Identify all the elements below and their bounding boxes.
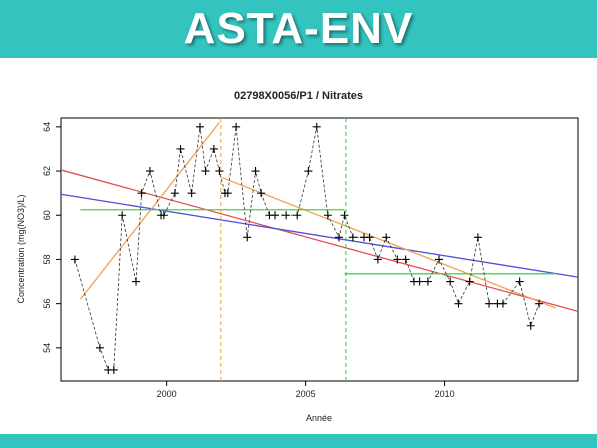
data-point [109,365,118,374]
x-axis-label: Année [306,413,332,423]
trend-line [60,193,579,278]
chart-container: 02798X0056/P1 / Nitrates 2000 2005 2010 54 5… [0,58,597,434]
plot-frame [60,117,579,382]
data-point [382,233,391,242]
y-tick-label: 60 [42,210,52,220]
footer-bar [0,434,597,448]
y-axis-label: Concentration (mg(NO3)/L) [16,194,26,303]
data-point [137,189,146,198]
data-point [485,299,494,308]
data-point [282,211,291,220]
data-point [215,167,224,176]
data-point [415,277,424,286]
data-point [118,211,127,220]
x-tick-label: 2005 [296,389,316,399]
data-point [271,211,280,220]
data-point [293,211,302,220]
data-point [312,122,321,131]
data-point [70,255,79,264]
y-tick-label: 62 [42,166,52,176]
data-point [465,277,474,286]
app-title: ASTA-ENV [183,4,414,53]
data-point [195,122,204,131]
data-point [232,122,241,131]
x-tick-label: 2010 [435,389,455,399]
data-point [535,299,544,308]
data-point [373,255,382,264]
y-tick-label: 54 [42,343,52,353]
y-tick-label: 58 [42,254,52,264]
data-point [243,233,252,242]
data-point [348,233,357,242]
trend-line [79,122,220,300]
data-point [201,167,210,176]
data-point [95,343,104,352]
data-point [257,189,266,198]
data-point [423,277,432,286]
data-point [334,233,343,242]
data-point [435,255,444,264]
data-point [515,277,524,286]
data-point [170,189,179,198]
data-point [223,189,232,198]
data-point [365,233,374,242]
data-point [304,167,313,176]
series-layer [60,118,579,381]
data-point [145,167,154,176]
chart-title: 02798X0056/P1 / Nitrates [233,90,364,102]
trend-line [60,169,579,313]
data-point [526,321,535,330]
data-connector [74,126,540,371]
data-point [176,144,185,153]
data-point [187,189,196,198]
data-point [159,211,168,220]
data-point [209,144,218,153]
axis-layer: 2000 2005 2010 54 56 58 60 62 64 [42,122,455,399]
header-banner: ASTA-ENV [0,0,597,58]
data-point [251,167,260,176]
y-tick-label: 64 [42,122,52,132]
data-point [454,299,463,308]
data-point [132,277,141,286]
y-tick-label: 56 [42,299,52,309]
data-point [473,233,482,242]
data-point [401,255,410,264]
data-point [323,211,332,220]
x-tick-label: 2000 [157,389,177,399]
chart-svg: 2000 2005 2010 54 56 58 60 62 64 Année Concentra… [16,117,579,423]
data-point [446,277,455,286]
data-point [393,255,402,264]
data-point [498,299,507,308]
data-point [340,211,349,220]
